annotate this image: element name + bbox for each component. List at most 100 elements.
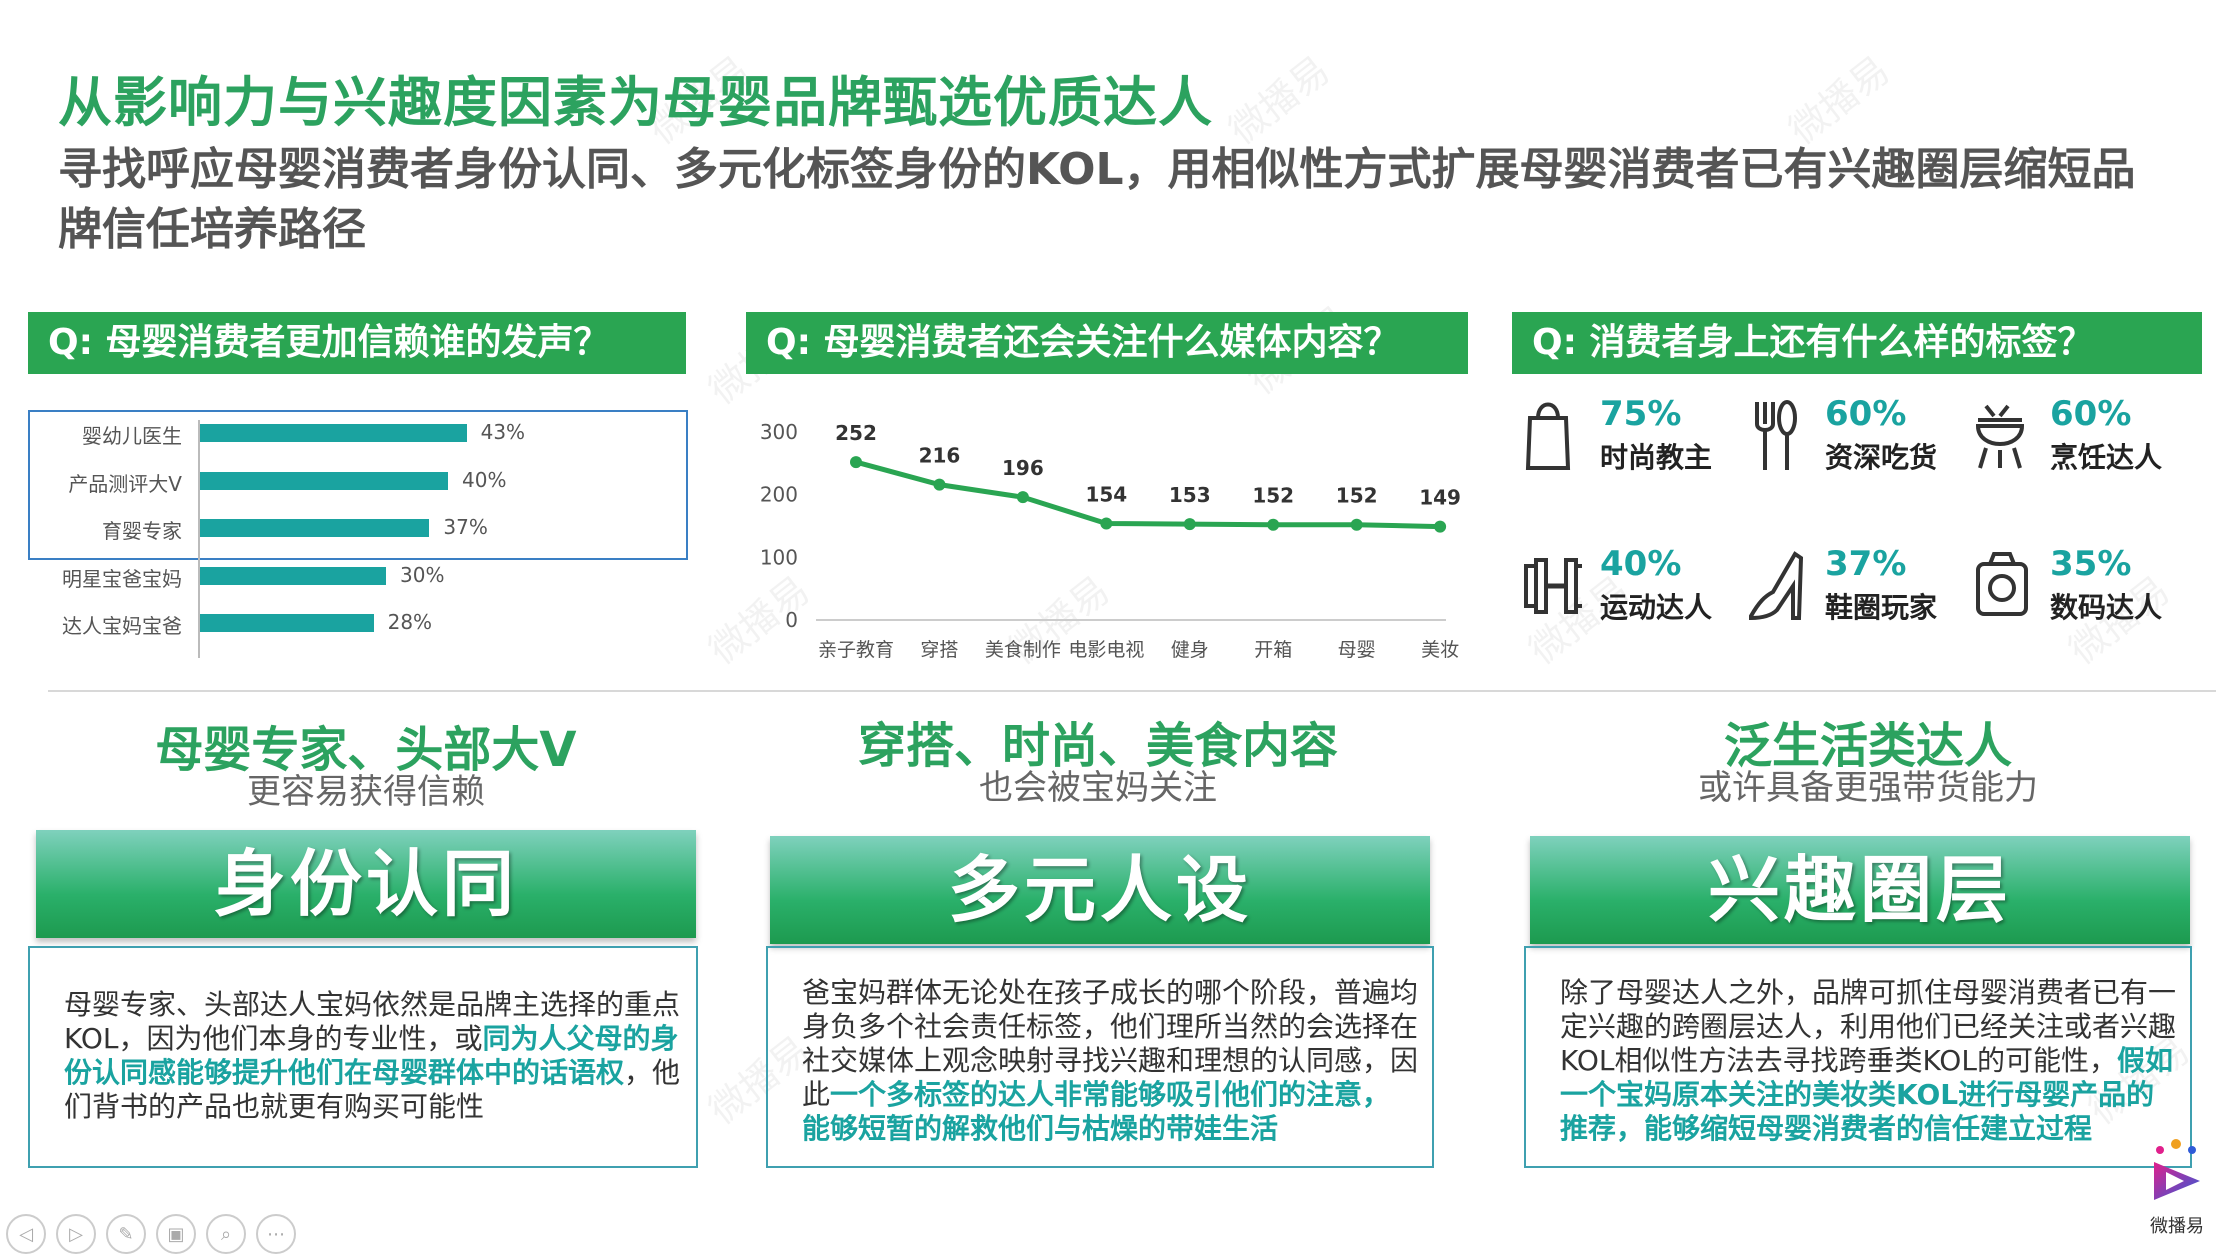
bar-value-label: 28% (387, 610, 433, 634)
series-line (855, 459, 1441, 530)
section-divider (48, 690, 2216, 692)
y-tick-label: 300 (760, 420, 798, 444)
card-highlight: 同为人父母的身份认同感能够提升他们在母婴群体中的话语权 (64, 1022, 679, 1089)
card-highlight: 假如一个宝妈原本关注的美妆类KOL进行母婴产品的推荐，能够缩短母婴消费者的信任建… (1560, 1044, 2173, 1145)
tag-label: 资深吃货 (1825, 441, 1938, 474)
y-tick-label: 200 (760, 483, 798, 507)
summary-sub-3: 或许具备更强带货能力 (1698, 768, 2038, 808)
zoom-icon[interactable]: ⌕ (206, 1214, 246, 1254)
x-tick-label: 美食制作 (985, 639, 1061, 661)
x-tick-label: 亲子教育 (818, 639, 894, 661)
middle-question-bar: Q: 母婴消费者还会关注什么媒体内容？ (746, 312, 1468, 374)
play-logo-icon (2154, 1139, 2200, 1200)
card-identity-text: 母婴专家、头部达人宝妈依然是品牌主选择的重点KOL，因为他们本身的专业性，或同为… (28, 946, 698, 1168)
card-text: ，他们背书的产品也就更有购买可能性 (64, 1056, 681, 1123)
tag-percent: 40% (1600, 544, 1682, 584)
tag-item: 60% 资深吃货 (1737, 390, 1962, 480)
watermark: 微播易 (1220, 47, 1338, 153)
more-icon[interactable]: ⋯ (256, 1214, 296, 1254)
data-label: 153 (1169, 483, 1211, 507)
data-label: 152 (1252, 484, 1294, 508)
bar-label: 婴幼儿医生 (82, 424, 182, 448)
bar (200, 471, 448, 490)
tag-percent: 60% (2050, 394, 2132, 434)
line-chart: 300 200 100 0 252 亲子教育 216 穿搭 196 美食制作 154 电影电视 153 健… (760, 420, 1461, 661)
data-label: 154 (1085, 482, 1127, 506)
bar-value-label: 30% (400, 562, 445, 587)
tags-grid: 75% 时尚教主 60% 资深吃货 60% 烹饪达人 40% 运动达人 37% 鞋圈玩家 35% 数码… (1512, 390, 2212, 650)
y-tick-label: 0 (785, 608, 798, 632)
card-highlight: 一个多标签的达人非常能够吸引他们的注意，能够短暂的解救他们与枯燥的带娃生活 (802, 1078, 1391, 1145)
bar-chart-axis (198, 420, 200, 658)
tag-item: 40% 运动达人 (1512, 540, 1737, 630)
pen-icon[interactable]: ✎ (106, 1214, 146, 1254)
bar (200, 566, 386, 585)
bar-value-label: 43% (480, 420, 526, 444)
summary-head-1: 母婴专家、头部大V (155, 722, 577, 778)
tag-item: 37% 鞋圈玩家 (1737, 540, 1962, 630)
x-tick-label: 穿搭 (920, 639, 958, 661)
y-tick-label: 100 (760, 545, 798, 569)
card-text: 除了母婴达人之外，品牌可抓住母婴消费者已有一定兴趣的跨圈层达人，利用他们已经关注… (1560, 976, 2177, 1077)
tag-label: 鞋圈玩家 (1825, 591, 1938, 624)
previous-slide-icon[interactable]: ◁ (6, 1214, 46, 1254)
brand-logo: 微播易 (2140, 1138, 2214, 1238)
next-slide-icon[interactable]: ▷ (56, 1214, 96, 1254)
data-point (1267, 518, 1280, 531)
top3-highlight-box (28, 410, 688, 560)
bar (200, 519, 430, 537)
data-point (1434, 520, 1447, 533)
data-label: 252 (835, 421, 877, 445)
data-point (933, 478, 946, 491)
x-tick-label: 美妆 (1421, 639, 1459, 661)
bar-value-label: 37% (443, 515, 488, 539)
fork-spoon-icon (1755, 400, 1797, 470)
data-label: 149 (1419, 486, 1461, 510)
data-label: 152 (1336, 484, 1378, 508)
bar-label: 产品测评大V (68, 471, 182, 496)
bar-label: 达人宝妈宝爸 (62, 614, 182, 638)
bar-value-label: 40% (462, 467, 507, 492)
tag-label: 时尚教主 (1600, 441, 1713, 474)
card-text: 母婴专家、头部达人宝妈依然是品牌主选择的重点KOL，因为他们本身的专业性，或 (64, 988, 681, 1055)
right-question-bar: Q: 消费者身上还有什么样的标签？ (1512, 312, 2202, 374)
high-heel-icon (1749, 551, 1804, 621)
data-label: 216 (919, 444, 961, 468)
data-point (850, 456, 862, 469)
dumbbell-icon (1524, 558, 1582, 614)
banner-persona: 多元人设 (770, 836, 1430, 944)
card-interest-text: 除了母婴达人之外，品牌可抓住母婴消费者已有一定兴趣的跨圈层达人，利用他们已经关注… (1524, 946, 2192, 1168)
tag-percent: 35% (2050, 544, 2132, 584)
data-point (1183, 518, 1196, 531)
tag-item: 35% 数码达人 (1962, 540, 2187, 630)
tag-item: 75% 时尚教主 (1512, 390, 1737, 480)
camera-icon (1976, 552, 2028, 616)
shopping-bag-icon (1525, 402, 1571, 470)
left-question-bar: Q: 母婴消费者更加信赖谁的发声？ (28, 312, 686, 374)
summary-sub-2: 也会被宝妈关注 (979, 768, 1217, 808)
x-tick-label: 开箱 (1254, 639, 1292, 661)
summary-head-3: 泛生活类达人 (1723, 718, 2012, 774)
bar (200, 424, 467, 442)
bar (200, 614, 374, 632)
x-tick-label: 电影电视 (1068, 639, 1144, 661)
tag-percent: 60% (1825, 394, 1907, 434)
data-point (1016, 491, 1029, 504)
grill-icon (1975, 404, 2025, 469)
data-point (1350, 518, 1363, 531)
banner-interest: 兴趣圈层 (1530, 836, 2190, 944)
x-tick-label: 健身 (1171, 639, 1209, 661)
tag-item: 60% 烹饪达人 (1962, 390, 2187, 480)
tag-label: 运动达人 (1600, 591, 1713, 624)
bar-label: 育婴专家 (102, 519, 182, 543)
tag-percent: 75% (1600, 394, 1682, 434)
summary-head-2: 穿搭、时尚、美食内容 (857, 718, 1338, 774)
tag-percent: 37% (1825, 544, 1907, 584)
logo-text: 微播易 (2150, 1216, 2204, 1237)
banner-identity: 身份认同 (36, 830, 696, 938)
data-label: 196 (1002, 456, 1044, 480)
data-point (1100, 517, 1113, 530)
card-text: 爸宝妈群体无论处在孩子成长的哪个阶段，普遍均身负多个社会责任标签，他们理所当然的… (802, 976, 1419, 1111)
page-subtitle: 寻找呼应母婴消费者身份认同、多元化标签身份的KOL，用相似性方式扩展母婴消费者已… (58, 144, 2136, 255)
slides-icon[interactable]: ▣ (156, 1214, 196, 1254)
